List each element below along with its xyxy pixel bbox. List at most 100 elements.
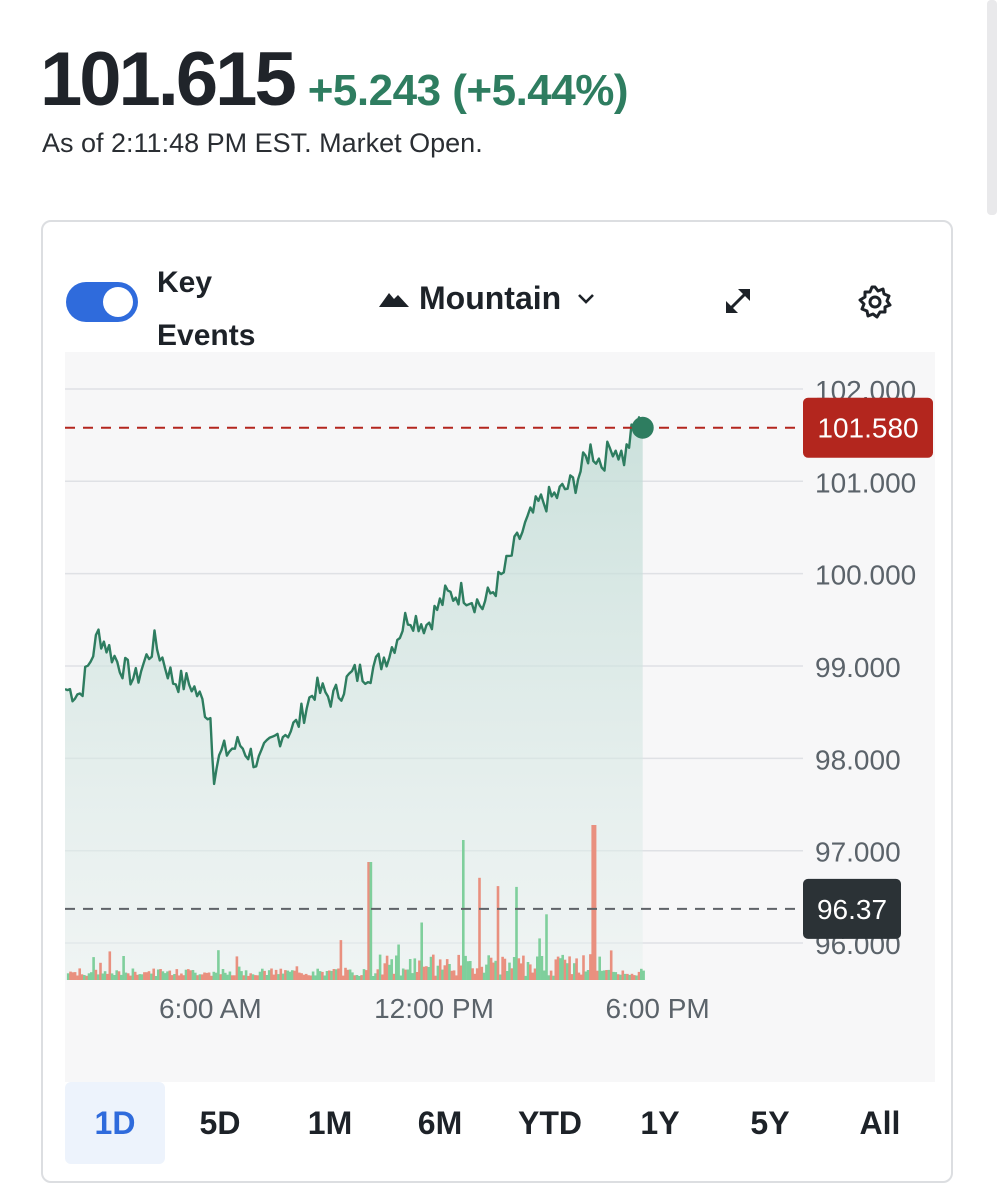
volume-bar [466,961,470,980]
range-1m[interactable]: 1M [307,1104,353,1141]
volume-bar [136,974,139,980]
volume-bar [138,974,142,980]
scrollbar[interactable] [987,0,997,215]
volume-bar [413,958,417,980]
y-tick-label: 101.000 [815,467,916,498]
volume-bar [131,968,135,980]
volume-bar [369,862,373,980]
volume-bar [452,970,456,980]
volume-bar [603,970,606,980]
chart-card: Key Events Mountain 102.000 101.000 100.00… [41,220,953,1183]
volume-bar [177,975,181,980]
price-area [65,417,643,980]
volume-bar [626,973,629,980]
volume-bar [554,959,558,980]
volume-bar [358,976,361,980]
volume-bar [124,972,128,980]
key-events-label: Key Events [157,266,256,352]
volume-bar [536,956,539,980]
volume-bar [233,975,236,980]
volume-bar [154,976,158,980]
volume-bar [353,975,356,980]
volume-bar [616,974,620,980]
range-6m[interactable]: 6M [417,1104,463,1141]
volume-bar [436,965,440,980]
volume-bar [184,969,188,980]
volume-bar [637,971,641,980]
volume-bar [607,969,611,980]
range-5d[interactable]: 5D [199,1104,241,1141]
volume-bar [517,958,521,980]
volume-bar [235,956,239,980]
volume-bar [120,974,123,980]
volume-bar [501,956,504,980]
volume-bar [71,972,75,980]
volume-bar [277,974,280,980]
volume-bar [512,957,516,980]
volume-bar [540,956,544,980]
volume-bar [261,968,264,980]
volume-bar [157,969,160,980]
volume-bar [478,877,481,980]
volume-bar [150,973,153,980]
volume-bar [316,968,319,980]
volume-bar [406,969,410,980]
volume-bar [300,973,303,980]
price-chart[interactable]: 102.000 101.000 100.000 99.000 98.000 97.000 9… [64,352,935,1082]
volume-bar [279,968,283,980]
volume-bar [351,972,354,980]
volume-bar [630,973,634,980]
volume-bar [515,886,518,980]
volume-bar [96,974,100,980]
volume-bar [314,975,317,980]
volume-bar [508,962,511,980]
volume-bar [355,975,359,980]
range-ytd[interactable]: YTD [518,1104,582,1141]
expand-icon[interactable] [721,284,755,318]
volume-bar [113,975,116,980]
current-price-tag [803,397,933,458]
range-all[interactable]: All [859,1104,901,1141]
gear-icon[interactable] [857,284,893,320]
volume-bar [302,974,306,980]
volume-bar [90,972,93,980]
volume-bar [589,954,592,980]
volume-bar [538,938,541,980]
volume-bar [217,950,220,980]
volume-bar [230,975,234,980]
volume-bar [494,960,497,980]
range-1d[interactable]: 1D [65,1082,165,1164]
volume-bar [258,971,262,980]
volume-bar [422,966,426,980]
volume-bar [441,969,444,980]
volume-bar [242,975,246,980]
volume-bar [288,971,292,980]
volume-bar [110,973,114,980]
volume-bar [459,965,463,980]
mountain-icon [379,292,409,307]
chart-type-label: Mountain [419,280,562,316]
key-events-toggle[interactable] [66,282,138,322]
volume-bar [263,970,266,980]
volume-bar [311,971,315,980]
volume-bar [505,971,509,980]
volume-bar [286,970,289,980]
chart-type-dropdown[interactable]: Mountain [379,280,605,317]
volume-bar [205,972,209,980]
range-1y[interactable]: 1Y [640,1104,680,1141]
volume-bar [66,973,70,980]
volume-bar [640,968,643,980]
volume-bar [221,969,225,980]
volume-bar [307,975,310,980]
volume-bar [189,970,192,980]
volume-bar [325,971,329,980]
range-5y[interactable]: 5Y [750,1104,790,1141]
volume-bar [542,970,546,980]
volume-bar [362,969,366,980]
volume-bar [152,968,155,980]
volume-bar [614,972,618,980]
volume-bar [214,972,218,980]
volume-bar [210,975,213,980]
volume-bar [621,970,625,980]
current-price: 101.615 [40,37,297,122]
